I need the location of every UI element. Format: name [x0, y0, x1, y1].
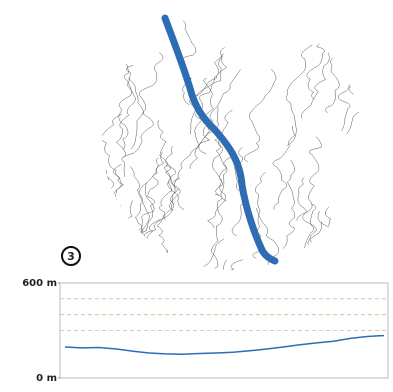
- topographic-map: [63, 10, 381, 362]
- contour: [324, 274, 343, 343]
- y-tick-label: 0 m: [36, 373, 57, 384]
- contour: [102, 205, 129, 270]
- contour: [102, 160, 110, 237]
- river: [161, 14, 279, 265]
- contour: [123, 228, 144, 270]
- contour: [286, 271, 295, 362]
- contour: [189, 54, 228, 135]
- contour: [282, 160, 296, 249]
- contour: [157, 119, 185, 210]
- elevation-line: [64, 334, 385, 356]
- contour: [342, 233, 362, 270]
- contour: [296, 136, 322, 221]
- contour: [139, 151, 165, 235]
- contour: [274, 260, 290, 270]
- contour: [285, 44, 313, 146]
- contour: [136, 257, 162, 270]
- contour: [169, 126, 216, 211]
- contour: [63, 229, 101, 310]
- contour: [284, 203, 317, 270]
- y-tick-label: 600 m: [22, 278, 57, 289]
- contour: [243, 68, 277, 162]
- map-disc: [102, 10, 362, 270]
- contour: [370, 82, 381, 163]
- contour: [121, 77, 154, 177]
- contour: [203, 259, 243, 270]
- contour: [244, 207, 279, 270]
- contour: [140, 157, 160, 249]
- contour: [316, 246, 362, 270]
- contour: [163, 146, 176, 221]
- contour: [130, 52, 164, 150]
- contour: [204, 259, 234, 270]
- contour: [206, 193, 223, 270]
- contour: [73, 141, 96, 217]
- contour: [118, 60, 132, 151]
- contour: [102, 12, 110, 98]
- step-number: 3: [67, 250, 75, 263]
- contour: [115, 65, 136, 158]
- contour: [245, 258, 276, 270]
- contour: [212, 109, 233, 196]
- contour: [102, 46, 112, 126]
- step-badge: [61, 246, 81, 266]
- contour: [213, 106, 228, 202]
- contour: [180, 238, 225, 270]
- contour: [272, 125, 296, 210]
- contour: [102, 242, 137, 270]
- contour: [358, 154, 362, 228]
- contour: [156, 164, 177, 260]
- contour: [144, 249, 168, 270]
